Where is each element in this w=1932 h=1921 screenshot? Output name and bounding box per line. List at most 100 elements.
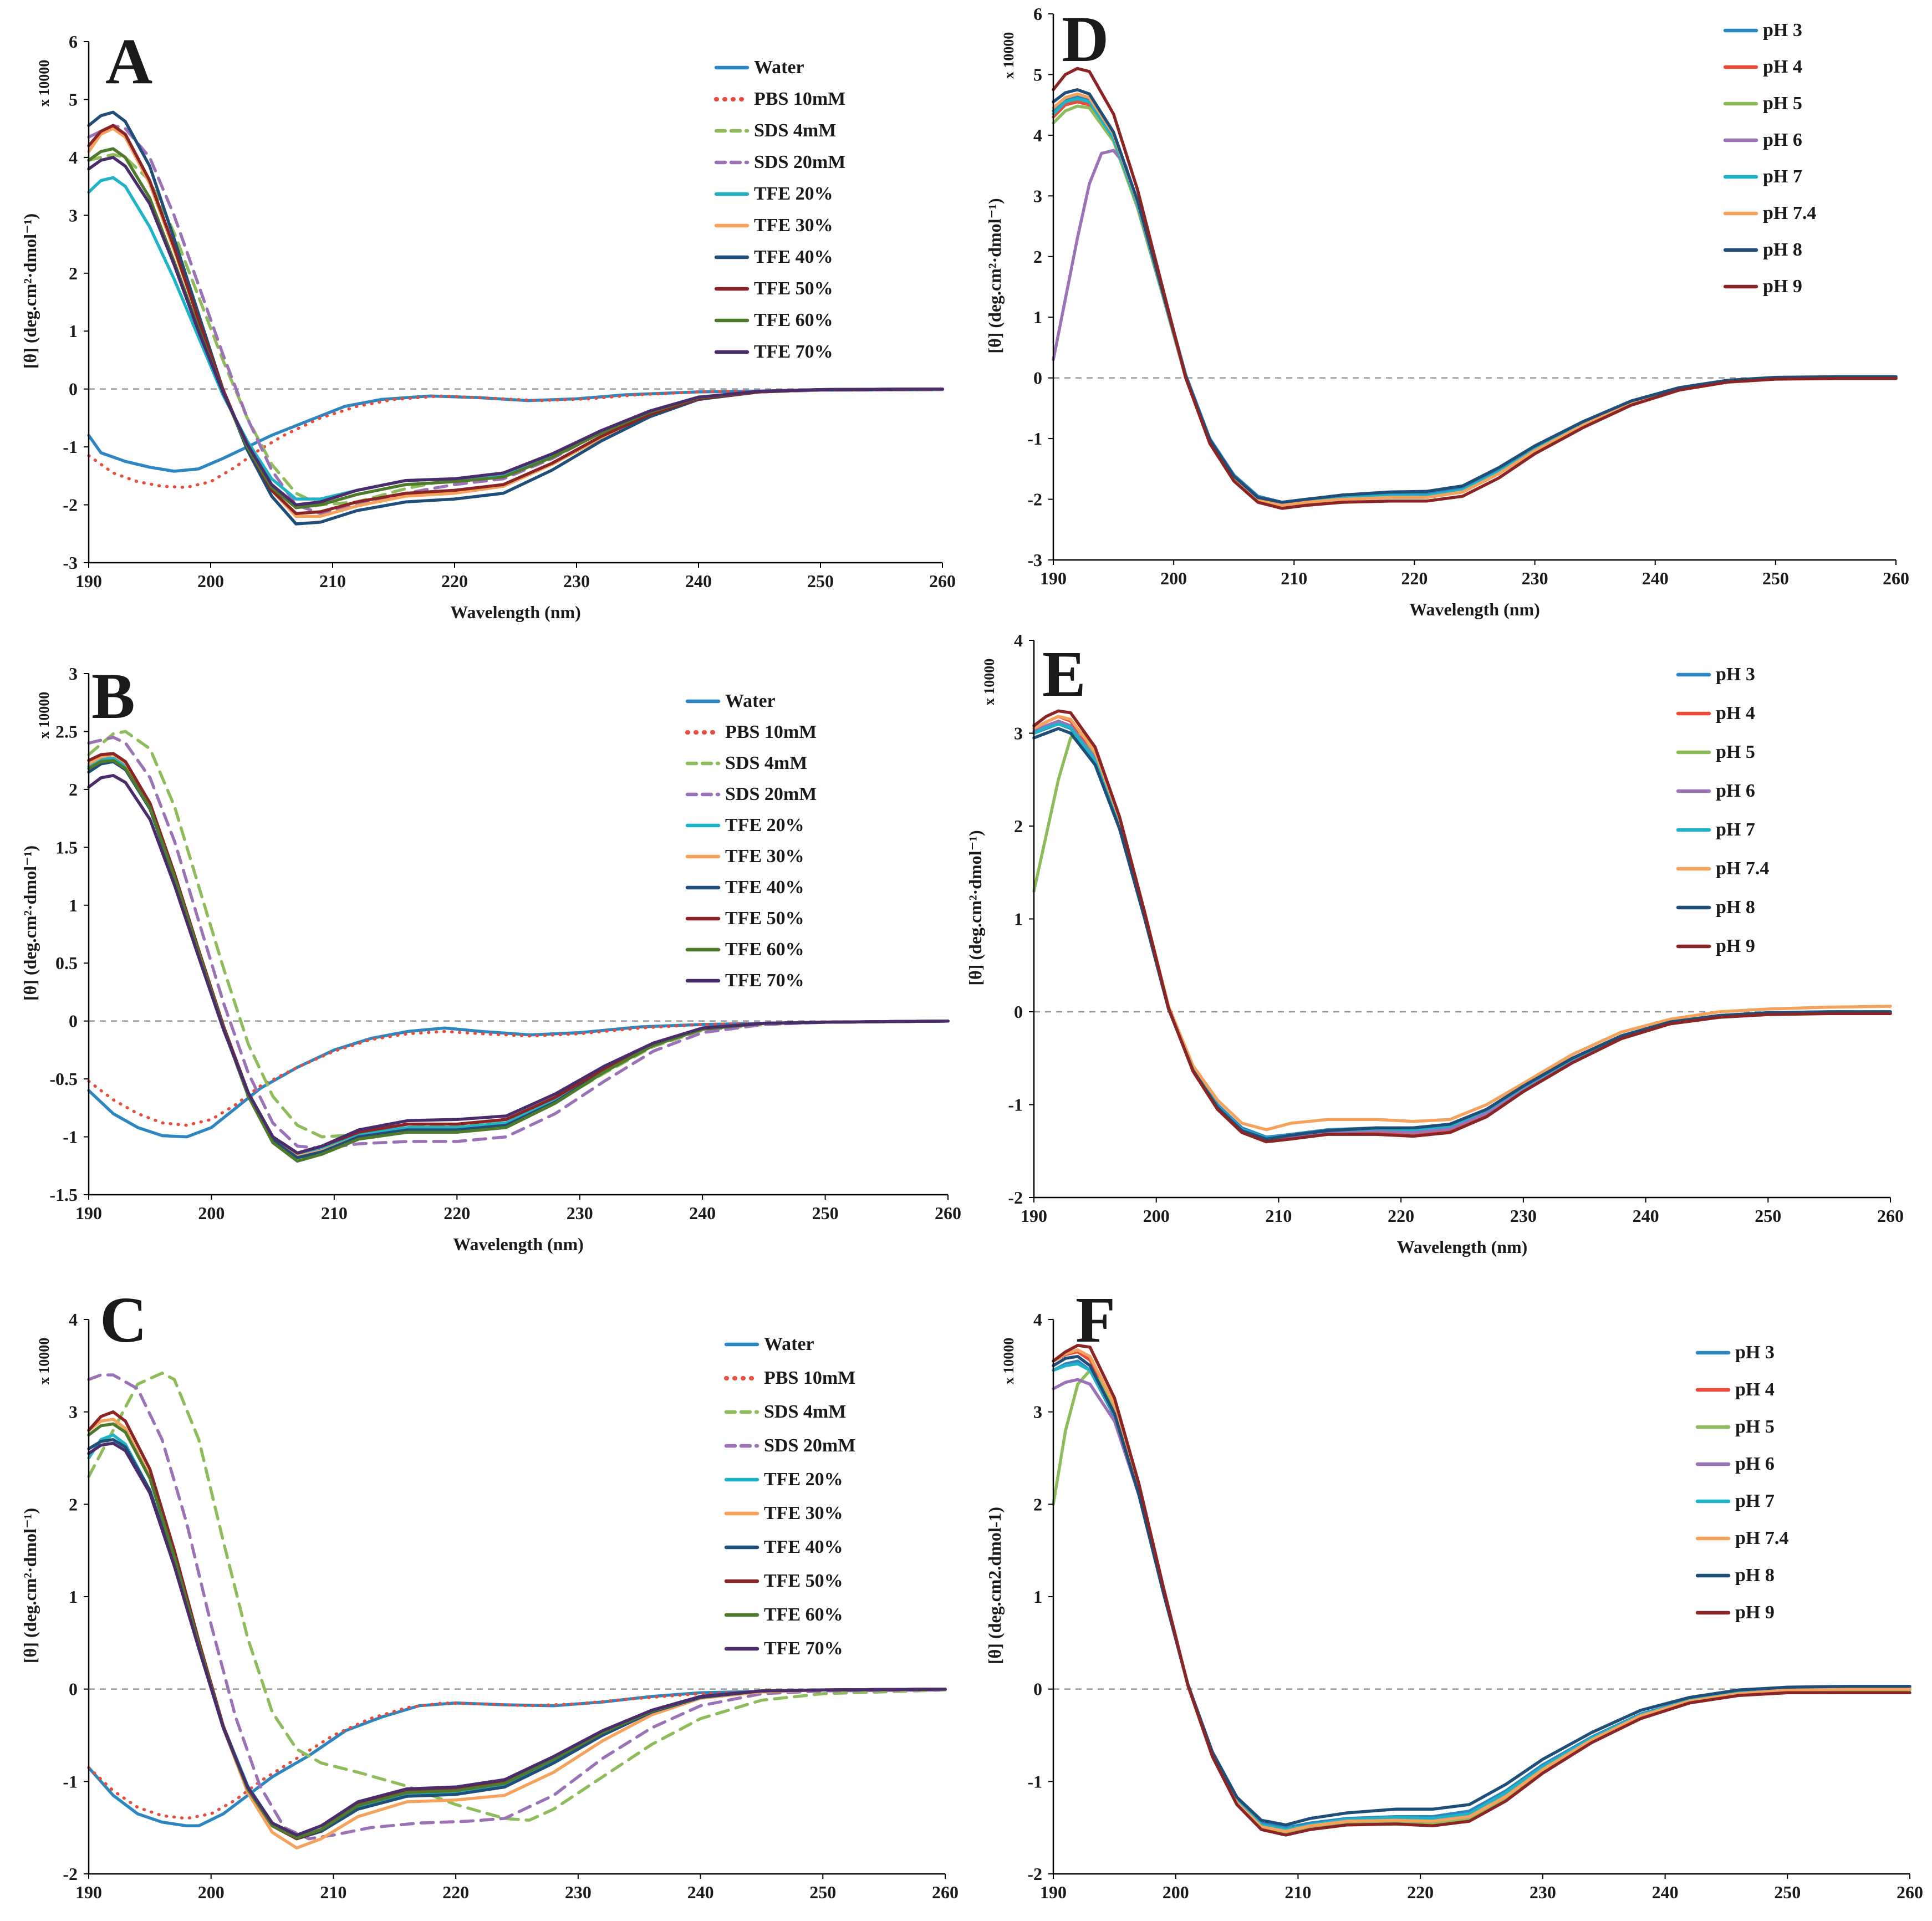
- series-line-1: [1032, 715, 1892, 1142]
- x-tick-label: 200: [1143, 1206, 1170, 1226]
- y-tick-label: -1: [63, 1771, 78, 1791]
- legend-label: TFE 50%: [725, 908, 804, 929]
- y-tick-label: 0: [69, 1679, 78, 1699]
- series-line-3: [87, 736, 950, 1150]
- legend-label: SDS 20mM: [754, 152, 845, 172]
- x-tick-label: 190: [75, 1882, 102, 1902]
- y-tick-label: 2: [1033, 247, 1042, 267]
- x-tick-label: 240: [1642, 568, 1669, 588]
- y-tick-label: 2.5: [55, 721, 78, 741]
- legend-label: pH 5: [1763, 93, 1802, 114]
- series-line-0: [87, 388, 944, 473]
- legend-label: TFE 50%: [754, 278, 833, 299]
- y-tick-label: 3: [69, 205, 78, 225]
- x-tick-label: 250: [812, 1203, 839, 1223]
- x-tick-label: 190: [1040, 1882, 1067, 1902]
- series-line-4: [1052, 97, 1898, 506]
- panel-letter: A: [105, 25, 152, 98]
- series-line-1: [1052, 1350, 1911, 1834]
- x-tick-label: 240: [685, 571, 712, 591]
- legend-label: TFE 20%: [754, 184, 833, 204]
- panel-c: 190 200 210 220 230 240 250 260 -2 -1 0 1 2 3 4 [θ] (de…: [20, 1283, 959, 1902]
- legend-label: TFE 20%: [725, 815, 804, 835]
- legend-label: pH 3: [1763, 20, 1802, 40]
- y-tick-label: 0: [1033, 1679, 1042, 1699]
- series-line-9: [87, 156, 944, 507]
- y-tick-label: -2: [63, 1864, 78, 1884]
- panel-e: 190 200 210 220 230 240 250 260 -2 -1 0 1 2 3 4 Wavelen…: [965, 630, 1904, 1257]
- legend-label: SDS 20mM: [725, 784, 817, 804]
- legend-label: pH 9: [1763, 276, 1802, 297]
- legend-label: pH 8: [1763, 240, 1802, 260]
- series-line-5: [1052, 92, 1898, 507]
- x-axis-title: Wavelength (nm): [1397, 1237, 1528, 1257]
- series-line-3: [1032, 719, 1892, 1141]
- y-tick-label: 0: [69, 379, 78, 399]
- x-tick-label: 230: [567, 1203, 593, 1223]
- x-tick-label: 260: [1883, 568, 1909, 588]
- legend-label: PBS 10mM: [764, 1368, 855, 1388]
- x-axis-title: Wavelength (nm): [453, 1234, 584, 1254]
- y-tick-label: 1: [69, 1587, 78, 1607]
- series-line-1: [87, 388, 944, 489]
- legend-label: pH 4: [1716, 703, 1755, 723]
- y-axis-title: [θ] (deg.cm2.dmol-1): [985, 1507, 1005, 1664]
- x-tick-label: 220: [444, 1203, 470, 1223]
- legend-label: TFE 40%: [764, 1537, 843, 1557]
- x-tick-label: 240: [689, 1203, 716, 1223]
- legend: Water PBS 10mM SDS 4mM SDS 20mM TFE 20% TFE 3…: [724, 1334, 855, 1659]
- legend-label: PBS 10mM: [725, 722, 817, 742]
- legend-label: Water: [725, 691, 776, 711]
- y-tick-label: 6: [69, 32, 78, 52]
- legend-label: TFE 50%: [764, 1571, 843, 1591]
- x-tick-label: 220: [441, 571, 468, 591]
- legend-label: TFE 60%: [754, 310, 833, 330]
- x-tick-label: 210: [1265, 1206, 1292, 1226]
- series-line-6: [87, 110, 944, 526]
- x-tick-label: 210: [1281, 568, 1307, 588]
- legend-label: pH 4: [1735, 1379, 1775, 1400]
- y-tick-label: 6: [1033, 4, 1042, 24]
- legend-label: TFE 40%: [725, 877, 804, 898]
- x-tick-label: 250: [1774, 1882, 1801, 1902]
- legend-label: TFE 20%: [764, 1469, 843, 1490]
- y-axis-title: [θ] (deg.cm²·dmol⁻¹): [965, 830, 985, 985]
- legend-label: SDS 4mM: [725, 753, 807, 773]
- legend-label: pH 9: [1716, 936, 1755, 956]
- y-axis-title: [θ] (deg.cm²·dmol⁻¹): [20, 845, 40, 1001]
- legend-label: PBS 10mM: [754, 89, 845, 109]
- x-tick-label: 250: [807, 571, 834, 591]
- y-tick-label: -1: [63, 437, 78, 457]
- x-tick-label: 220: [442, 1882, 469, 1902]
- panel-letter: B: [91, 660, 135, 732]
- x-tick-label: 230: [565, 1882, 592, 1902]
- series-line-2: [1032, 731, 1892, 1141]
- x-axis-title: Wavelength (nm): [1409, 599, 1540, 619]
- legend-label: TFE 30%: [764, 1503, 843, 1523]
- y-tick-label: -2: [63, 495, 78, 515]
- y-tick-label: 1.5: [55, 837, 78, 857]
- x-tick-label: 250: [809, 1882, 836, 1902]
- y-tick-label: 3: [1033, 186, 1042, 206]
- y-tick-label: 1: [69, 895, 78, 915]
- legend: pH 3 pH 4 pH 5 pH 6 pH 7 pH 7.4 pH 8 pH 9: [1676, 664, 1769, 956]
- series-line-0: [1052, 94, 1898, 504]
- y-tick-label: -2: [1008, 1188, 1023, 1207]
- legend-label: TFE 30%: [754, 215, 833, 236]
- y-tick-label: 2: [1014, 816, 1023, 836]
- y-axis-title: [θ] (deg.cm²·dmol⁻¹): [20, 1508, 40, 1663]
- y-tick-label: 0: [69, 1011, 78, 1031]
- y-scale-factor: x 10000: [36, 692, 52, 739]
- x-tick-label: 260: [935, 1203, 961, 1223]
- y-tick-label: -1: [1027, 429, 1042, 449]
- series-line-6: [1052, 88, 1898, 504]
- y-tick-label: 1: [1033, 307, 1042, 327]
- legend-label: TFE 60%: [725, 939, 804, 960]
- legend-label: TFE 70%: [754, 342, 833, 362]
- panel-letter: F: [1075, 1283, 1115, 1356]
- y-tick-label: -0.5: [49, 1069, 78, 1089]
- x-tick-label: 230: [563, 571, 590, 591]
- x-tick-label: 210: [321, 1203, 348, 1223]
- x-axis-title: Wavelength (nm): [450, 602, 581, 622]
- legend-label: pH 7: [1763, 166, 1802, 187]
